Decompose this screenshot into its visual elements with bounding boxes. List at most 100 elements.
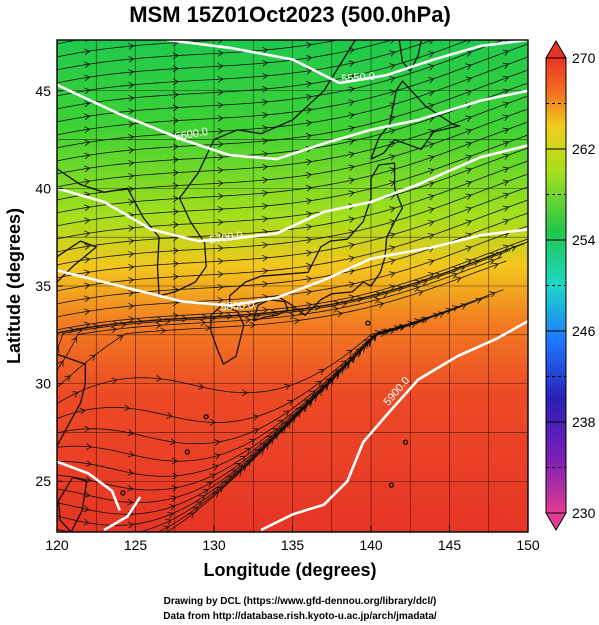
- contour-label: 5550.0: [341, 71, 376, 86]
- island: [365, 320, 371, 326]
- streamline-arrow: [389, 76, 396, 83]
- streamline-arrow: [410, 321, 417, 329]
- streamline-arrow: [465, 115, 472, 122]
- streamline-arrow: [84, 256, 91, 264]
- gridlines: [57, 40, 528, 532]
- streamline-arrow: [262, 241, 269, 249]
- streamline-arrow: [127, 498, 134, 506]
- streamline: [57, 95, 528, 188]
- chart-title: MSM 15Z01Oct2023 (500.0hPa): [129, 2, 451, 27]
- streamline-arrow: [57, 338, 58, 340]
- streamline-arrow: [262, 72, 269, 80]
- streamline-arrow: [460, 303, 468, 310]
- streamline-arrow: [195, 501, 202, 508]
- streamline-arrow: [217, 283, 224, 291]
- streamline-arrow: [420, 317, 427, 324]
- streamline-arrow: [57, 346, 60, 353]
- streamline-arrow: [86, 554, 91, 560]
- streamline-arrow: [379, 330, 387, 338]
- streamline-arrow: [504, 40, 508, 43]
- streamline-arrow: [84, 165, 91, 173]
- streamline-arrow: [466, 25, 472, 31]
- island: [402, 439, 409, 445]
- streamline-arrow: [348, 151, 355, 158]
- streamline-arrow: [235, 470, 242, 477]
- streamline-arrow: [197, 383, 205, 390]
- streamline-arrow: [489, 291, 496, 298]
- streamline-arrow: [209, 315, 216, 322]
- streamline-arrow: [217, 192, 224, 200]
- coastline: [252, 299, 289, 322]
- streamline-arrow: [427, 181, 435, 188]
- colorbar-tick-label: 254: [572, 232, 596, 248]
- streamline-arrow: [427, 272, 435, 279]
- streamline-arrow: [465, 258, 472, 265]
- streamline-arrow: [389, 206, 396, 213]
- streamline: [57, 40, 434, 97]
- streamline-arrow: [348, 60, 355, 67]
- streamline-arrow: [318, 369, 325, 375]
- streamline-arrow: [389, 89, 396, 96]
- streamline-arrow: [262, 111, 269, 119]
- coastline: [210, 304, 245, 366]
- streamline-arrow: [465, 76, 472, 83]
- streamline-arrow: [214, 453, 221, 460]
- streamline-arrow: [217, 40, 224, 44]
- streamline-arrow: [305, 236, 313, 244]
- streamline-arrow: [305, 249, 313, 257]
- streamline-arrow: [128, 42, 135, 50]
- streamline-arrow: [305, 67, 313, 75]
- streamline: [57, 134, 528, 227]
- streamline: [57, 43, 528, 136]
- streamline-arrow: [488, 258, 495, 265]
- streamline-arrow: [262, 137, 269, 145]
- x-tick-label: 135: [281, 537, 305, 553]
- streamline-arrow: [217, 309, 224, 317]
- streamline-arrow: [427, 51, 435, 58]
- streamline-arrow: [128, 315, 135, 323]
- streamline-arrow: [427, 64, 435, 71]
- streamline-arrow: [212, 491, 219, 498]
- streamline-arrow: [89, 354, 96, 361]
- streamline-arrow: [389, 141, 396, 148]
- streamline-arrow: [305, 119, 313, 127]
- streamline-arrow: [348, 216, 355, 223]
- streamline-arrow: [502, 192, 510, 199]
- streamline-arrow: [262, 163, 269, 171]
- streamline-arrow: [166, 412, 173, 419]
- streamline-arrow: [128, 289, 135, 297]
- streamline-arrow: [84, 204, 91, 212]
- streamline-arrow: [305, 93, 313, 101]
- colorbar-tick-label: 230: [572, 505, 596, 521]
- colorbar-tick-label: 238: [572, 414, 596, 430]
- streamline-arrow: [128, 263, 135, 271]
- streamline-arrow: [217, 101, 224, 109]
- streamline-arrow: [128, 198, 135, 206]
- streamline-arrow: [217, 270, 224, 278]
- streamline-arrow: [210, 418, 217, 426]
- streamline-arrow: [305, 197, 313, 205]
- x-tick-label: 145: [438, 537, 462, 553]
- x-axis: 120 125 130 135 140 145 150: [45, 526, 540, 553]
- streamline-arrow: [305, 171, 313, 179]
- streamline-arrow: [370, 334, 377, 342]
- colorbar-min-arrow: [545, 512, 567, 531]
- streamline-arrow: [128, 172, 135, 180]
- streamline-arrow: [503, 11, 509, 17]
- streamline-arrow: [128, 185, 135, 193]
- streamline: [57, 212, 528, 305]
- streamline-arrow: [84, 308, 91, 316]
- streamline: [57, 40, 340, 71]
- streamline-arrow: [128, 224, 135, 232]
- streamline-arrow: [262, 306, 269, 314]
- streamline-arrow: [503, 24, 509, 30]
- streamline-arrow: [217, 127, 224, 135]
- streamline: [57, 121, 528, 214]
- streamline-arrow: [315, 380, 322, 387]
- streamline-arrow: [120, 321, 127, 329]
- streamline-arrow: [84, 217, 91, 225]
- streamline-arrow: [306, 29, 311, 35]
- streamline-arrow: [262, 124, 269, 132]
- streamline-arrow: [389, 128, 396, 135]
- streamline-arrow: [83, 505, 90, 513]
